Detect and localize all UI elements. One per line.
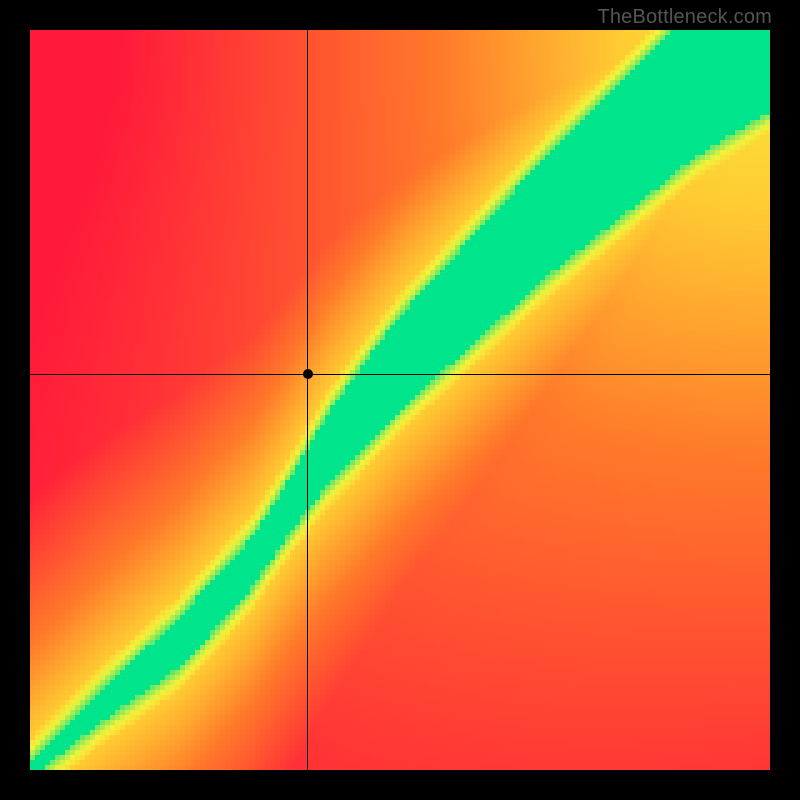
heatmap-canvas [30,30,770,770]
crosshair-marker [303,369,313,379]
crosshair-vertical [307,30,308,770]
heatmap-plot [30,30,770,770]
watermark-text: TheBottleneck.com [597,6,772,29]
crosshair-horizontal [30,374,770,375]
